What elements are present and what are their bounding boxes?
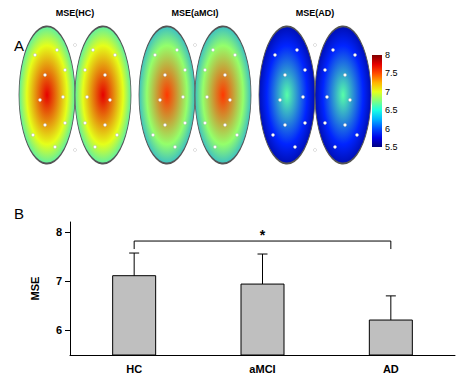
svg-text:6.5: 6.5 [385,105,398,115]
svg-text:7.5: 7.5 [385,68,398,78]
svg-text:A: A [14,37,24,54]
svg-text:aMCI: aMCI [249,363,275,375]
svg-text:B: B [14,205,24,222]
svg-text:6: 6 [56,324,62,336]
svg-text:7: 7 [56,275,62,287]
svg-text:8: 8 [385,50,390,60]
svg-text:MSE: MSE [29,277,41,301]
svg-text:7: 7 [385,87,390,97]
svg-text:MSE(AD): MSE(AD) [296,8,335,18]
svg-text:AD: AD [383,363,399,375]
svg-text:HC: HC [126,363,142,375]
svg-text:MSE(HC): MSE(HC) [56,8,95,18]
svg-text:8: 8 [56,226,62,238]
svg-text:5.5: 5.5 [385,142,398,152]
svg-text:MSE(aMCI): MSE(aMCI) [172,8,219,18]
svg-text:*: * [260,227,266,243]
svg-text:6: 6 [385,124,390,134]
